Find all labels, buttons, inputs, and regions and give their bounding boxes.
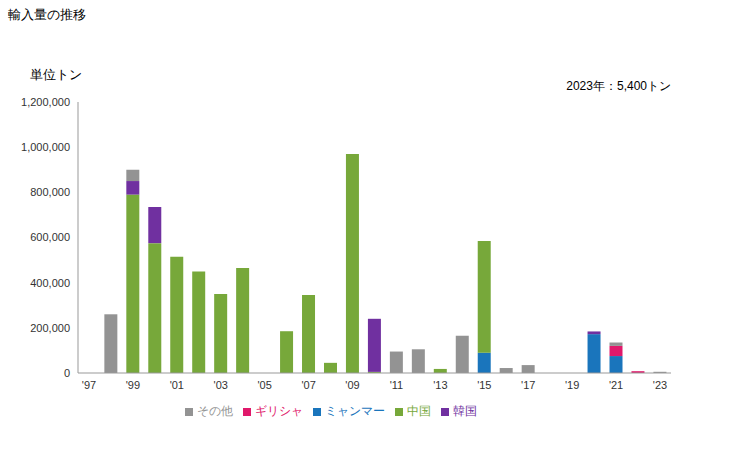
- html-text:韓国: 韓国: [452, 404, 477, 418]
- svg-text:1,000,000: 1,000,000: [21, 141, 70, 153]
- svg-text:800,000: 800,000: [30, 186, 70, 198]
- svg-text:'23: '23: [653, 379, 667, 391]
- svg-text:'05: '05: [258, 379, 272, 391]
- html-text:輸入量の推移: 輸入量の推移: [8, 7, 86, 22]
- html-text:2023年：5,400トン: 2023年：5,400トン: [566, 79, 671, 93]
- svg-text:600,000: 600,000: [30, 231, 70, 243]
- svg-text:'11: '11: [390, 379, 404, 391]
- html-text:中国: 中国: [406, 404, 431, 418]
- svg-text:'07: '07: [301, 379, 315, 391]
- svg-text:'97: '97: [82, 379, 96, 391]
- svg-text:'13: '13: [433, 379, 447, 391]
- svg-text:200,000: 200,000: [30, 322, 70, 334]
- svg-text:400,000: 400,000: [30, 277, 70, 289]
- svg-text:'19: '19: [565, 379, 579, 391]
- svg-text:'17: '17: [521, 379, 535, 391]
- svg-text:'15: '15: [477, 379, 491, 391]
- html-text:単位トン: 単位トン: [30, 67, 82, 82]
- svg-text:'99: '99: [126, 379, 140, 391]
- svg-text:'09: '09: [345, 379, 359, 391]
- html-text:ギリシャ: ギリシャ: [254, 404, 303, 418]
- svg-text:0: 0: [64, 367, 70, 379]
- svg-text:'03: '03: [214, 379, 228, 391]
- svg-text:1,200,000: 1,200,000: [21, 96, 70, 108]
- html-text:ミャンマー: ミャンマー: [324, 404, 385, 418]
- html-text:その他: その他: [196, 404, 233, 418]
- svg-text:'21: '21: [609, 379, 623, 391]
- svg-text:'01: '01: [170, 379, 184, 391]
